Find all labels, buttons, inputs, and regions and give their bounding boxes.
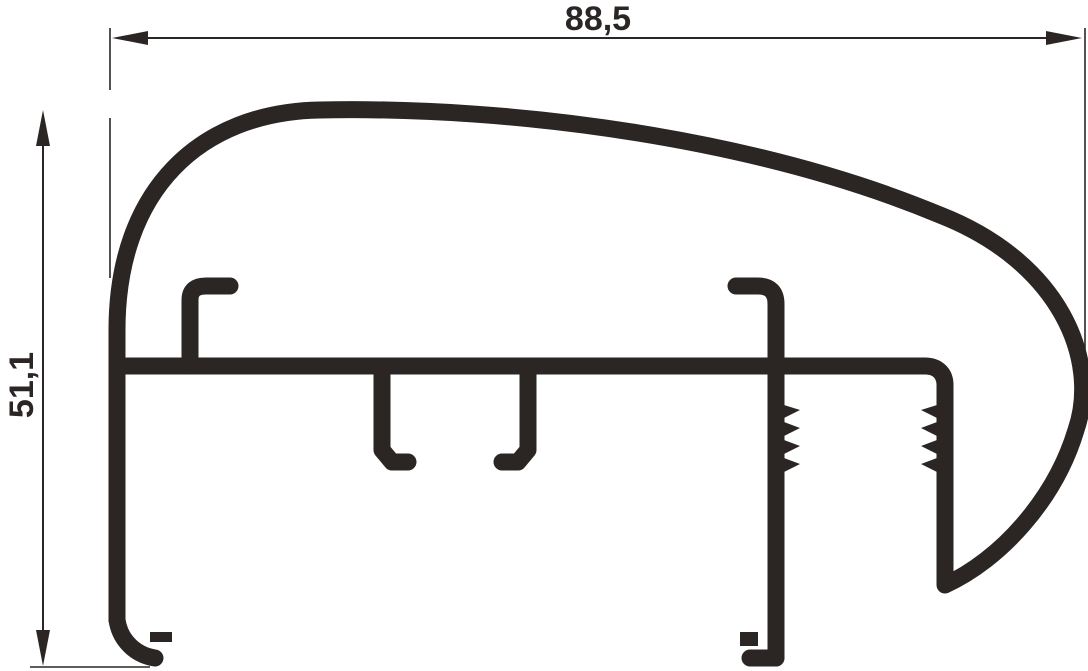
- channel-left-leg: [373, 357, 417, 471]
- width-dimension-label: 88,5: [565, 0, 631, 38]
- channel-right-leg: [493, 357, 537, 471]
- left-top-hook: [181, 277, 239, 375]
- width-dimension: 88,5: [112, 0, 1082, 45]
- width-arrow-left: [112, 31, 148, 45]
- serrations-left: [784, 405, 800, 472]
- width-arrow-right: [1046, 31, 1082, 45]
- outer-shell: [108, 101, 1088, 629]
- height-dimension-label: 51,1: [3, 352, 41, 418]
- right-foot-notch: [740, 632, 758, 646]
- serrations-right: [921, 405, 937, 472]
- right-top-hook: [727, 277, 785, 667]
- height-arrow-bottom: [36, 630, 50, 666]
- height-arrow-top: [36, 110, 50, 146]
- profile-outline: [108, 101, 1088, 667]
- height-dimension: 51,1: [3, 110, 50, 666]
- bottom-left-hook: [108, 611, 164, 667]
- bottom-left-notch: [150, 632, 172, 642]
